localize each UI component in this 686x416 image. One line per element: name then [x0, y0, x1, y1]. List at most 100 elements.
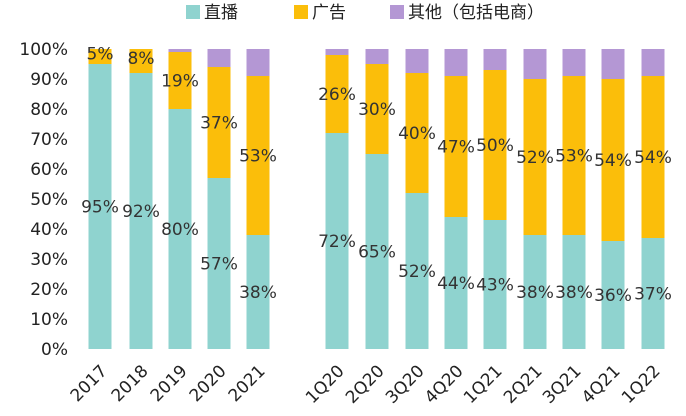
bar-1-1Q22 [641, 76, 665, 238]
bar-1-2Q21 [523, 79, 547, 235]
bar-1-1Q20 [325, 55, 349, 133]
data-label-1-1Q20: 26% [318, 85, 356, 105]
bar-1-2017 [88, 49, 112, 64]
bar-0-2017 [88, 64, 112, 349]
data-label-0-2018: 92% [122, 202, 160, 222]
data-label-1-2021: 53% [239, 147, 277, 167]
bar-1-3Q20 [405, 73, 429, 193]
bar-0-3Q20 [405, 193, 429, 349]
bar-1-1Q21 [483, 70, 507, 220]
y-tick-label: 80% [30, 100, 68, 120]
x-tick-label: 2021 [225, 361, 270, 406]
bar-0-1Q20 [325, 133, 349, 349]
x-tick-label: 2Q21 [500, 361, 547, 408]
bar-0-3Q21 [562, 235, 586, 349]
data-label-1-2017: 5% [87, 45, 114, 65]
data-label-0-1Q22: 37% [634, 285, 672, 305]
x-tick-label: 2Q20 [342, 361, 389, 408]
data-label-1-1Q22: 54% [634, 148, 672, 168]
legend-swatch-1 [294, 5, 308, 19]
bar-2-3Q21 [562, 49, 586, 76]
data-label-1-2019: 19% [161, 72, 199, 92]
data-label-1-3Q20: 40% [398, 124, 436, 144]
bar-0-2021 [246, 235, 270, 349]
bar-2-3Q20 [405, 49, 429, 73]
y-tick-label: 30% [30, 250, 68, 270]
bar-2-1Q22 [641, 49, 665, 76]
x-tick-label: 2019 [147, 361, 192, 406]
x-tick-label: 1Q22 [618, 361, 665, 408]
data-label-1-3Q21: 53% [555, 147, 593, 167]
bar-0-2Q20 [365, 154, 389, 349]
x-tick-label: 1Q21 [460, 361, 507, 408]
bar-2-2Q20 [365, 49, 389, 64]
bar-0-2018 [129, 73, 153, 349]
bar-2-4Q21 [601, 49, 625, 79]
x-tick-label: 1Q20 [302, 361, 349, 408]
bar-0-4Q20 [444, 217, 468, 349]
legend-swatch-2 [390, 5, 404, 19]
bar-2-2Q21 [523, 49, 547, 79]
legend-label-0: 直播 [204, 3, 238, 23]
legend-swatch-0 [186, 5, 200, 19]
data-label-0-1Q21: 43% [476, 276, 514, 296]
bar-2-2020 [207, 49, 231, 67]
bar-2-2021 [246, 49, 270, 76]
data-label-0-2017: 95% [81, 198, 119, 218]
bar-1-2Q20 [365, 64, 389, 154]
y-tick-label: 50% [30, 190, 68, 210]
y-tick-label: 70% [30, 130, 68, 150]
bar-2-1Q20 [325, 49, 349, 55]
data-label-0-4Q21: 36% [594, 286, 632, 306]
legend-label-2: 其他（包括电商） [408, 3, 544, 23]
bars [88, 49, 665, 349]
bar-0-2019 [168, 109, 192, 349]
y-tick-label: 0% [41, 340, 68, 360]
data-label-1-2Q21: 52% [516, 148, 554, 168]
data-label-0-4Q20: 44% [437, 274, 475, 294]
data-label-1-2020: 37% [200, 114, 238, 134]
bar-1-4Q20 [444, 76, 468, 217]
data-label-0-2019: 80% [161, 220, 199, 240]
bar-0-1Q21 [483, 220, 507, 349]
bar-0-4Q21 [601, 241, 625, 349]
bar-1-2019 [168, 52, 192, 109]
bar-1-2018 [129, 49, 153, 73]
data-label-0-3Q20: 52% [398, 262, 436, 282]
bar-0-1Q22 [641, 238, 665, 349]
data-label-1-4Q20: 47% [437, 138, 475, 158]
y-tick-label: 40% [30, 220, 68, 240]
bar-1-2020 [207, 67, 231, 178]
data-label-0-2Q21: 38% [516, 283, 554, 303]
legend: 直播 广告 其他（包括电商） [186, 3, 544, 23]
data-label-1-4Q21: 54% [594, 151, 632, 171]
data-label-1-2018: 8% [128, 49, 155, 69]
data-label-0-2021: 38% [239, 283, 277, 303]
bar-0-2020 [207, 178, 231, 349]
bar-1-4Q21 [601, 79, 625, 241]
x-tick-label: 3Q20 [382, 361, 429, 408]
y-axis: 0% 10% 20% 30% 40% 50% 60% 70% 80% 90% 100% [19, 40, 68, 360]
data-label-1-1Q21: 50% [476, 136, 514, 156]
data-label-0-2Q20: 65% [358, 243, 396, 263]
data-label-0-1Q20: 72% [318, 232, 356, 252]
y-tick-label: 100% [19, 40, 68, 60]
data-labels: 95% 5% 92% 8% 80% 19% 57% 37% 38% 53% 72% 26% 65% 30%… [81, 45, 672, 307]
bar-1-3Q21 [562, 76, 586, 235]
bar-2-1Q21 [483, 49, 507, 70]
data-label-0-3Q21: 38% [555, 283, 593, 303]
bar-1-2021 [246, 76, 270, 235]
bar-2-4Q20 [444, 49, 468, 76]
legend-label-1: 广告 [312, 3, 346, 23]
x-tick-label: 3Q21 [539, 361, 586, 408]
x-tick-label: 4Q20 [421, 361, 468, 408]
y-tick-label: 20% [30, 280, 68, 300]
data-label-0-2020: 57% [200, 255, 238, 275]
data-label-1-2Q20: 30% [358, 100, 396, 120]
bar-2-2019 [168, 49, 192, 52]
x-tick-label: 4Q21 [578, 361, 625, 408]
x-tick-label: 2017 [67, 361, 112, 406]
